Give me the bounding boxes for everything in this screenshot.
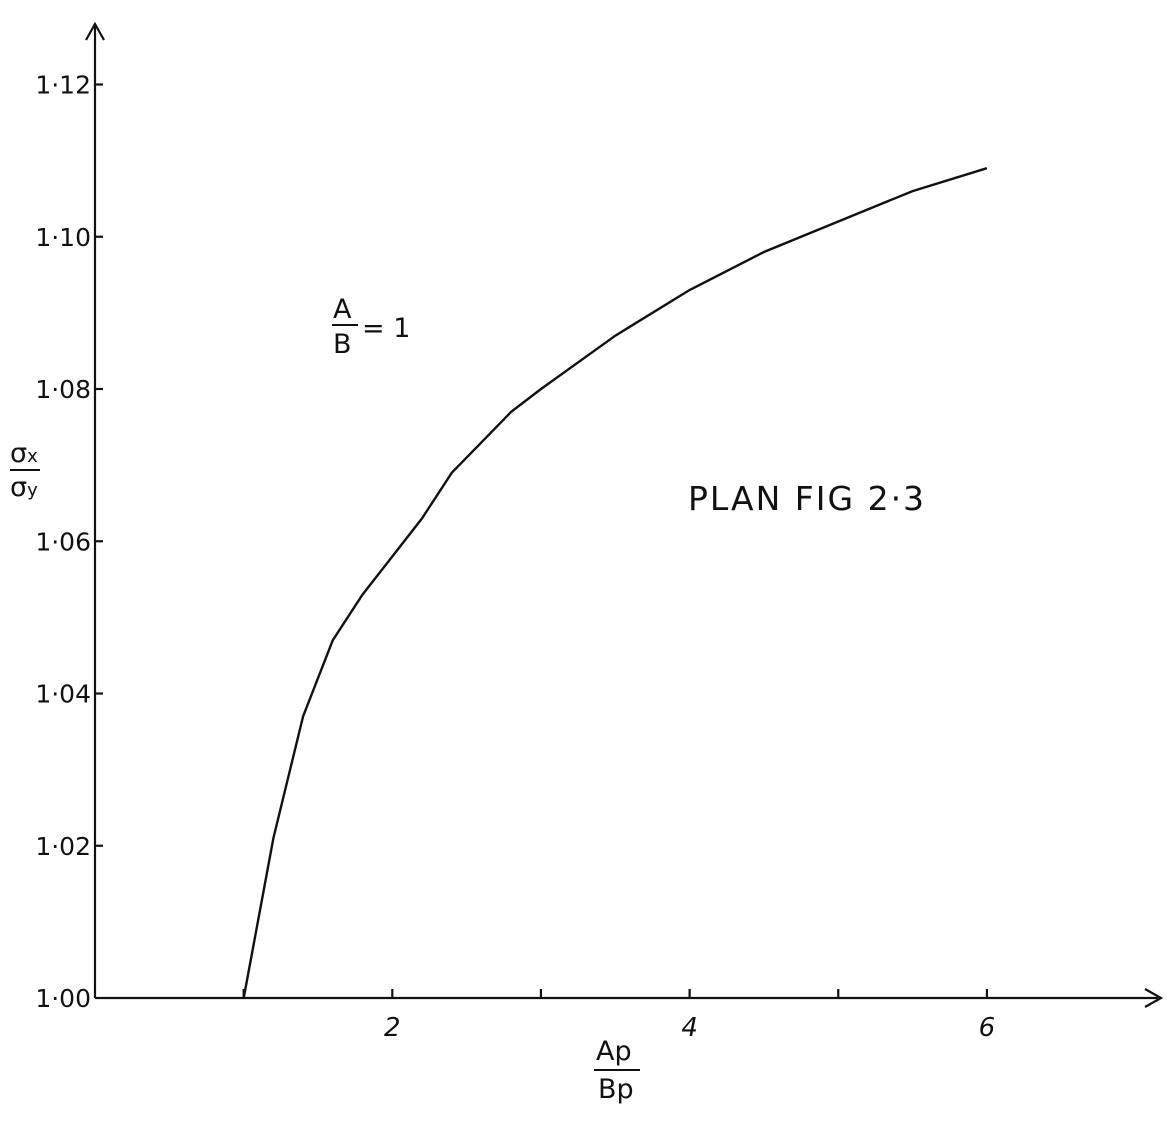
y-tick-label: 1·12	[35, 71, 91, 100]
y-tick-label: 1·08	[35, 375, 91, 404]
y-tick-label: 1·00	[35, 984, 91, 1013]
x-ticks: 2 4 6	[242, 989, 996, 1043]
series-group	[242, 167, 988, 999]
y-tick-label: 1·10	[35, 223, 91, 252]
ratio-annotation: A B = 1	[332, 294, 410, 360]
x-tick-label: 6	[979, 1013, 996, 1043]
svg-text:σx: σx	[10, 438, 38, 469]
x-axis-label: Ap Bp	[594, 1036, 640, 1105]
y-axis-label: σx σy	[10, 438, 40, 503]
y-ticks: 1·00 1·02 1·04 1·06 1·08 1·10 1·12	[35, 71, 103, 1013]
svg-text:A: A	[333, 294, 352, 325]
series-line	[242, 167, 988, 999]
x-tick-label: 4	[681, 1013, 698, 1043]
svg-text:= 1: = 1	[362, 313, 410, 344]
y-tick-label: 1·06	[35, 527, 91, 556]
svg-text:B: B	[333, 329, 352, 360]
x-tick-label: 2	[384, 1013, 401, 1043]
y-tick-label: 1·02	[35, 832, 91, 861]
y-axis-arrow	[85, 21, 105, 41]
svg-text:σy: σy	[10, 472, 38, 503]
y-tick-label: 1·04	[35, 680, 91, 709]
x-axis-arrow	[1144, 988, 1164, 1008]
svg-text:Bp: Bp	[598, 1074, 634, 1105]
figure-label: PLAN FIG 2·3	[688, 479, 926, 518]
svg-text:Ap: Ap	[596, 1036, 632, 1067]
